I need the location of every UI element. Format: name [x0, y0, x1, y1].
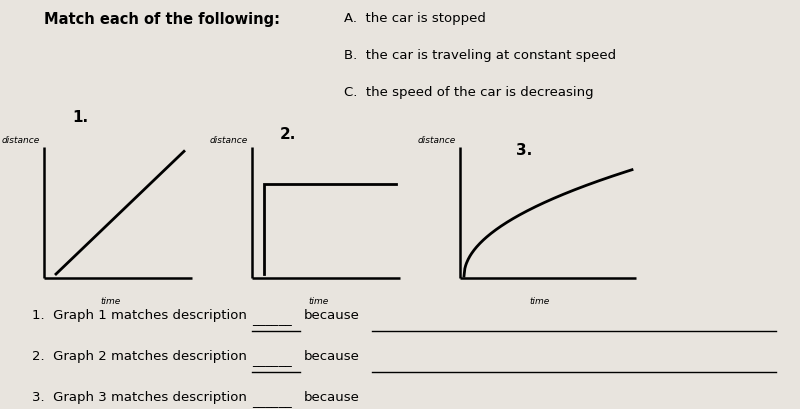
- Text: because: because: [304, 350, 360, 363]
- Text: 3.  Graph 3 matches description: 3. Graph 3 matches description: [32, 391, 247, 404]
- Text: distance: distance: [210, 136, 248, 145]
- Text: C.  the speed of the car is decreasing: C. the speed of the car is decreasing: [344, 86, 594, 99]
- Text: time: time: [309, 297, 329, 306]
- Text: because: because: [304, 391, 360, 404]
- Text: B.  the car is traveling at constant speed: B. the car is traveling at constant spee…: [344, 49, 616, 62]
- Text: ______: ______: [252, 354, 292, 367]
- Text: Match each of the following:: Match each of the following:: [44, 12, 280, 27]
- Text: A.  the car is stopped: A. the car is stopped: [344, 12, 486, 25]
- Text: distance: distance: [418, 136, 456, 145]
- Text: time: time: [529, 297, 550, 306]
- Text: ______: ______: [252, 313, 292, 326]
- Text: because: because: [304, 309, 360, 322]
- Text: 1.  Graph 1 matches description: 1. Graph 1 matches description: [32, 309, 247, 322]
- Text: distance: distance: [2, 136, 40, 145]
- Text: 2.: 2.: [280, 127, 296, 142]
- Text: ______: ______: [252, 395, 292, 408]
- Text: 1.: 1.: [72, 110, 88, 126]
- Text: time: time: [101, 297, 121, 306]
- Text: 2.  Graph 2 matches description: 2. Graph 2 matches description: [32, 350, 247, 363]
- Text: 3.: 3.: [516, 143, 532, 158]
